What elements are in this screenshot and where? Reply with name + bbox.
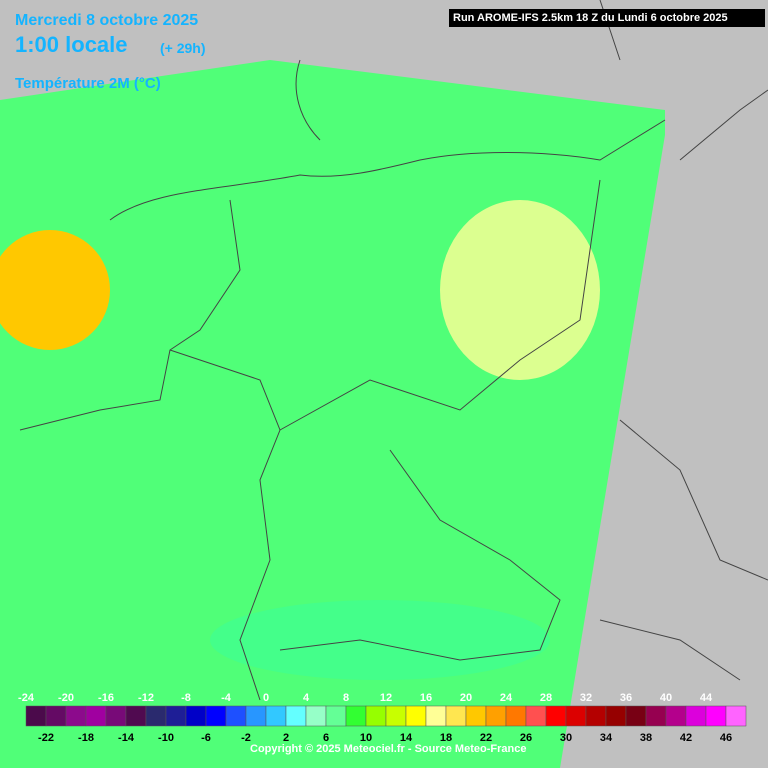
legend-label: 12 bbox=[380, 692, 392, 704]
legend-swatch bbox=[605, 705, 627, 727]
legend-label: 26 bbox=[520, 732, 532, 744]
legend-swatch bbox=[385, 705, 407, 727]
legend-swatch bbox=[345, 705, 367, 727]
legend-swatch bbox=[105, 705, 127, 727]
legend-swatch bbox=[165, 705, 187, 727]
legend-label: -22 bbox=[38, 732, 54, 744]
legend-swatch bbox=[505, 705, 527, 727]
legend-swatch bbox=[725, 705, 747, 727]
copyright: Copyright © 2025 Meteociel.fr - Source M… bbox=[250, 743, 527, 755]
legend-swatch bbox=[625, 705, 647, 727]
legend-swatch bbox=[145, 705, 167, 727]
legend: -24-22-20-18-16-14-12-10-8-6-4-202468101… bbox=[18, 692, 747, 744]
legend-swatch bbox=[405, 705, 427, 727]
legend-label: 40 bbox=[660, 692, 672, 704]
legend-swatch bbox=[265, 705, 287, 727]
legend-label: -18 bbox=[78, 732, 94, 744]
legend-swatch bbox=[45, 705, 67, 727]
legend-label: 2 bbox=[283, 732, 289, 744]
time-label: 1:00 locale bbox=[15, 32, 128, 57]
legend-label: 18 bbox=[440, 732, 452, 744]
legend-swatch bbox=[285, 705, 307, 727]
legend-swatch bbox=[245, 705, 267, 727]
legend-swatch bbox=[85, 705, 107, 727]
legend-label: 32 bbox=[580, 692, 592, 704]
legend-swatch bbox=[445, 705, 467, 727]
legend-label: 14 bbox=[400, 732, 413, 744]
legend-label: 36 bbox=[620, 692, 632, 704]
legend-label: 24 bbox=[500, 692, 513, 704]
mild-area bbox=[440, 200, 600, 380]
legend-swatch bbox=[585, 705, 607, 727]
legend-swatch bbox=[185, 705, 207, 727]
legend-swatch bbox=[545, 705, 567, 727]
legend-label: 44 bbox=[700, 692, 713, 704]
legend-swatch bbox=[685, 705, 707, 727]
legend-label: -16 bbox=[98, 692, 114, 704]
field-label: Température 2M (°C) bbox=[15, 75, 161, 92]
legend-swatch bbox=[325, 705, 347, 727]
legend-label: -12 bbox=[138, 692, 154, 704]
legend-label: -20 bbox=[58, 692, 74, 704]
legend-label: 20 bbox=[460, 692, 472, 704]
offset-label: (+ 29h) bbox=[160, 40, 206, 56]
legend-label: 42 bbox=[680, 732, 692, 744]
legend-label: -14 bbox=[118, 732, 135, 744]
legend-label: 6 bbox=[323, 732, 329, 744]
legend-swatch bbox=[25, 705, 47, 727]
legend-label: 0 bbox=[263, 692, 269, 704]
legend-label: 28 bbox=[540, 692, 552, 704]
legend-label: 4 bbox=[303, 692, 310, 704]
warm-area bbox=[0, 230, 110, 350]
legend-label: 10 bbox=[360, 732, 372, 744]
legend-swatch bbox=[125, 705, 147, 727]
legend-label: -10 bbox=[158, 732, 174, 744]
legend-label: 38 bbox=[640, 732, 652, 744]
legend-label: 16 bbox=[420, 692, 432, 704]
legend-swatch bbox=[645, 705, 667, 727]
date-label: Mercredi 8 octobre 2025 bbox=[15, 12, 199, 29]
legend-swatch bbox=[665, 705, 687, 727]
legend-label: -2 bbox=[241, 732, 251, 744]
legend-swatch bbox=[365, 705, 387, 727]
legend-label: -24 bbox=[18, 692, 35, 704]
legend-swatch bbox=[65, 705, 87, 727]
legend-swatch bbox=[225, 705, 247, 727]
legend-swatch bbox=[425, 705, 447, 727]
legend-label: -8 bbox=[181, 692, 191, 704]
legend-label: 22 bbox=[480, 732, 492, 744]
legend-swatch bbox=[705, 705, 727, 727]
legend-label: 46 bbox=[720, 732, 732, 744]
legend-label: 30 bbox=[560, 732, 572, 744]
run-label: Run AROME-IFS 2.5km 18 Z du Lundi 6 octo… bbox=[449, 9, 765, 27]
legend-swatch bbox=[485, 705, 507, 727]
legend-swatch bbox=[465, 705, 487, 727]
legend-swatch bbox=[205, 705, 227, 727]
legend-label: -6 bbox=[201, 732, 211, 744]
legend-swatch bbox=[525, 705, 547, 727]
legend-label: 8 bbox=[343, 692, 349, 704]
legend-swatch bbox=[565, 705, 587, 727]
legend-label: 34 bbox=[600, 732, 613, 744]
legend-swatch bbox=[305, 705, 327, 727]
borders bbox=[19, 0, 768, 701]
legend-label: -4 bbox=[221, 692, 232, 704]
cool-area bbox=[210, 600, 550, 680]
